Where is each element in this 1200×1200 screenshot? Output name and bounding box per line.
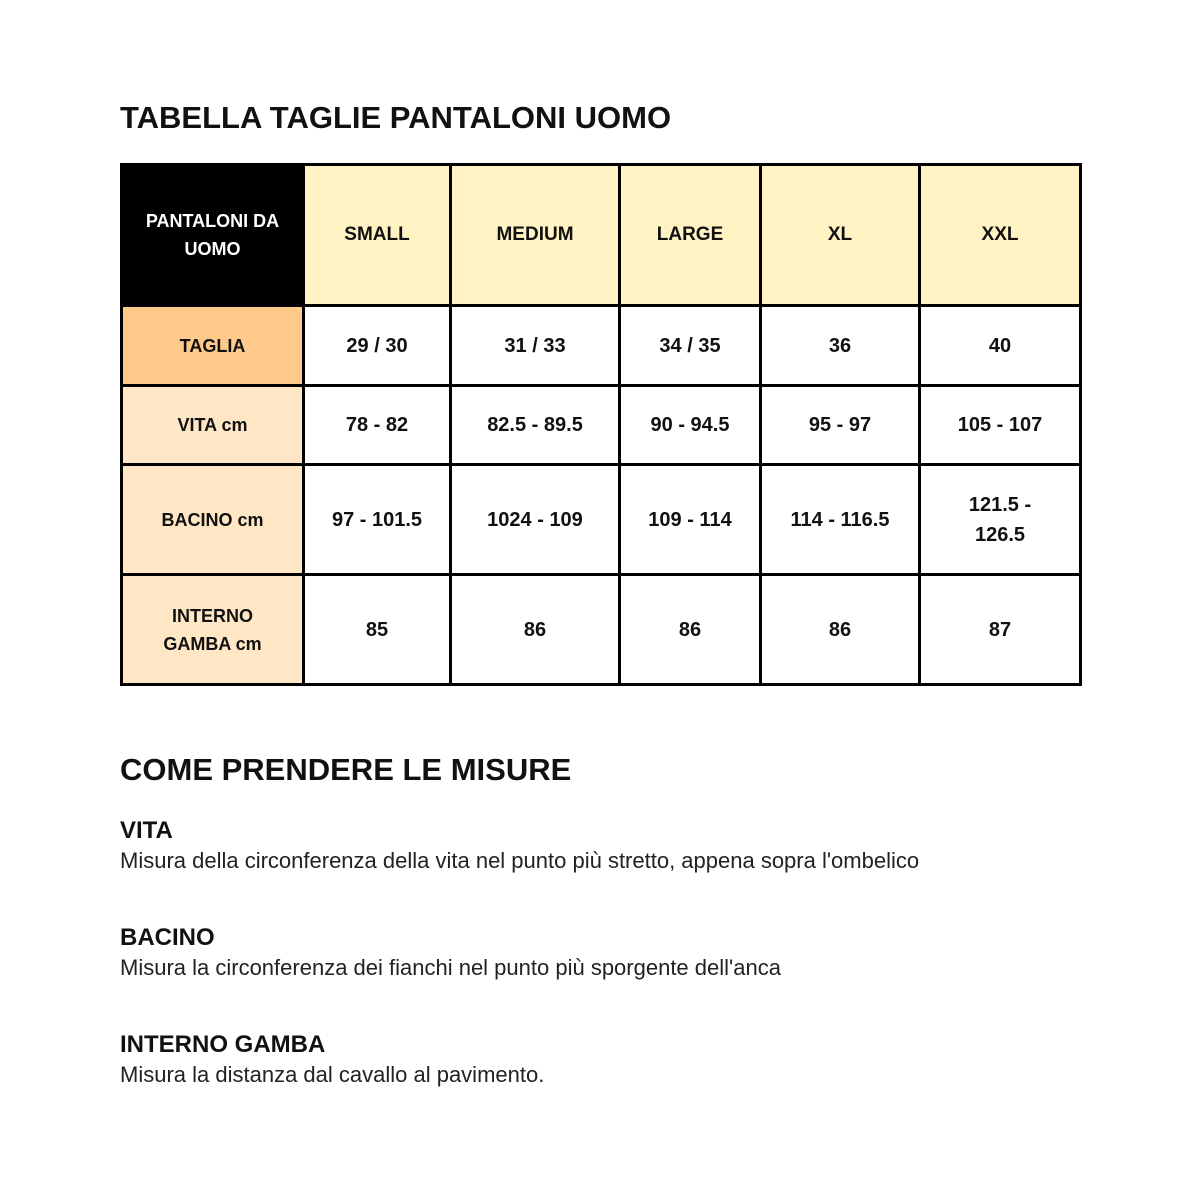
guide-heading: VITA bbox=[120, 817, 173, 844]
column-header: XL bbox=[759, 163, 921, 307]
table-cell: 40 bbox=[918, 304, 1082, 387]
table-cell: 90 - 94.5 bbox=[618, 384, 762, 466]
column-header: XXL bbox=[918, 163, 1082, 307]
size-table: PANTALONI DA UOMO SMALL MEDIUM LARGE XL … bbox=[120, 163, 1082, 686]
table-cell: 31 / 33 bbox=[449, 304, 621, 387]
table-row: INTERNO GAMBA cm 85 86 86 86 87 bbox=[120, 573, 1082, 686]
page-title: TABELLA TAGLIE PANTALONI UOMO bbox=[120, 100, 672, 135]
column-header: MEDIUM bbox=[449, 163, 621, 307]
guide-item-interno-gamba: INTERNO GAMBA Misura la distanza dal cav… bbox=[120, 1030, 544, 1090]
guide-heading: BACINO bbox=[120, 924, 215, 951]
row-label: VITA cm bbox=[120, 384, 305, 466]
table-cell: 86 bbox=[449, 573, 621, 686]
guide-title: COME PRENDERE LE MISURE bbox=[120, 752, 572, 787]
table-cell: 82.5 - 89.5 bbox=[449, 384, 621, 466]
guide-item-bacino: BACINO Misura la circonferenza dei fianc… bbox=[120, 923, 781, 983]
table-cell: 78 - 82 bbox=[302, 384, 452, 466]
table-row: TAGLIA 29 / 30 31 / 33 34 / 35 36 40 bbox=[120, 304, 1082, 387]
table-cell: 87 bbox=[918, 573, 1082, 686]
table-cell: 109 - 114 bbox=[618, 463, 762, 576]
corner-cell: PANTALONI DA UOMO bbox=[120, 163, 305, 307]
guide-heading: INTERNO GAMBA bbox=[120, 1031, 326, 1058]
table-cell: 86 bbox=[759, 573, 921, 686]
row-label: INTERNO GAMBA cm bbox=[120, 573, 305, 686]
table-cell: 85 bbox=[302, 573, 452, 686]
table-cell: 36 bbox=[759, 304, 921, 387]
table-cell: 97 - 101.5 bbox=[302, 463, 452, 576]
table-cell: 95 - 97 bbox=[759, 384, 921, 466]
column-header: LARGE bbox=[618, 163, 762, 307]
table-cell: 121.5 - 126.5 bbox=[918, 463, 1082, 576]
table-cell: 105 - 107 bbox=[918, 384, 1082, 466]
table-row: BACINO cm 97 - 101.5 1024 - 109 109 - 11… bbox=[120, 463, 1082, 576]
guide-text: Misura della circonferenza della vita ne… bbox=[120, 848, 920, 873]
row-label: TAGLIA bbox=[120, 304, 305, 387]
header-row: PANTALONI DA UOMO SMALL MEDIUM LARGE XL … bbox=[120, 163, 1082, 307]
row-label: BACINO cm bbox=[120, 463, 305, 576]
table-row: VITA cm 78 - 82 82.5 - 89.5 90 - 94.5 95… bbox=[120, 384, 1082, 466]
table-cell: 1024 - 109 bbox=[449, 463, 621, 576]
table-cell: 29 / 30 bbox=[302, 304, 452, 387]
table-cell: 114 - 116.5 bbox=[759, 463, 921, 576]
guide-item-vita: VITA Misura della circonferenza della vi… bbox=[120, 816, 919, 876]
guide-text: Misura la circonferenza dei fianchi nel … bbox=[120, 955, 781, 980]
table-cell: 34 / 35 bbox=[618, 304, 762, 387]
table-cell: 86 bbox=[618, 573, 762, 686]
column-header: SMALL bbox=[302, 163, 452, 307]
guide-text: Misura la distanza dal cavallo al pavime… bbox=[120, 1062, 545, 1087]
